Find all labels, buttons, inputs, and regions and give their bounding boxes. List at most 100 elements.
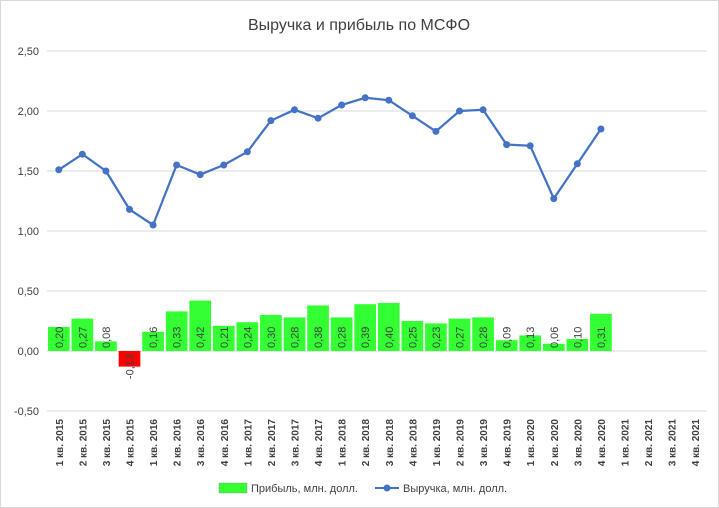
profit-bar <box>425 323 447 351</box>
y-tick-label: -0,50 <box>14 406 39 418</box>
x-tick-label: 3 кв. 2021 <box>668 419 679 467</box>
profit-data-label: 0,08 <box>101 327 113 348</box>
revenue-point <box>173 161 181 169</box>
profit-bar <box>448 318 471 351</box>
x-tick-label: 1 кв. 2021 <box>621 419 632 467</box>
profit-data-label: 0,21 <box>219 327 231 348</box>
x-tick-label: 3 кв. 2019 <box>479 419 490 467</box>
profit-data-label: 0,33 <box>172 327 184 348</box>
profit-bar <box>71 318 94 351</box>
revenue-point <box>338 101 346 109</box>
revenue-point <box>291 106 298 114</box>
profit-bar <box>165 311 188 351</box>
y-tick-label: 2,50 <box>18 46 39 58</box>
profit-data-label: 0,24 <box>242 327 254 348</box>
profit-data-label: 0,30 <box>266 327 278 348</box>
y-tick-label: 0,00 <box>18 346 39 358</box>
profit-bar <box>542 343 565 351</box>
x-tick-label: 2 кв. 2016 <box>173 419 184 467</box>
revenue-point <box>573 160 581 168</box>
revenue-point <box>55 166 63 174</box>
profit-data-label: 0,40 <box>384 327 396 348</box>
profit-data-label: 0,06 <box>549 327 561 348</box>
x-tick-label: 2 кв. 2015 <box>78 419 89 467</box>
x-tick-label: 1 кв. 2016 <box>149 419 160 467</box>
x-tick-label: 3 кв. 2017 <box>291 419 302 467</box>
profit-data-label: 0,09 <box>502 327 514 348</box>
profit-bar <box>118 351 141 367</box>
legend-bar-swatch <box>218 482 248 494</box>
x-tick-label: 1 кв. 2019 <box>432 419 443 467</box>
profit-bar <box>330 317 353 351</box>
legend-line-marker <box>383 484 391 492</box>
x-tick-label: 4 кв. 2021 <box>691 419 702 467</box>
profit-data-label: 0,28 <box>337 327 349 348</box>
profit-bar <box>236 322 259 351</box>
x-tick-label: 2 кв. 2020 <box>550 419 561 467</box>
x-tick-label: 4 кв. 2020 <box>597 419 608 467</box>
profit-bar <box>401 321 424 351</box>
profit-bar <box>260 315 282 351</box>
profit-data-label: 0,42 <box>195 327 207 348</box>
profit-data-label: 0,28 <box>478 327 490 348</box>
x-tick-label: 4 кв. 2017 <box>314 419 325 467</box>
x-tick-label: 1 кв. 2017 <box>243 419 254 467</box>
profit-data-label: 0,39 <box>360 327 372 348</box>
chart-title: Выручка и прибыль по МСФО <box>248 17 470 34</box>
profit-bar <box>212 325 235 351</box>
profit-data-label: 0,27 <box>455 327 467 348</box>
profit-data-label: 0,16 <box>148 327 160 348</box>
revenue-point <box>126 205 133 213</box>
revenue-point <box>102 167 110 175</box>
x-tick-label: 4 кв. 2018 <box>408 419 419 467</box>
x-tick-label: 4 кв. 2015 <box>126 419 137 467</box>
profit-data-label: 0,13 <box>525 327 537 348</box>
profit-data-label: 0,27 <box>77 327 89 348</box>
profit-bar <box>354 304 377 351</box>
revenue-point <box>526 142 534 150</box>
revenue-point <box>220 161 228 169</box>
profit-bar <box>495 340 518 351</box>
revenue-point <box>432 127 440 135</box>
profit-bar <box>283 317 306 351</box>
x-tick-label: 2 кв. 2021 <box>644 419 655 467</box>
revenue-point <box>267 117 275 125</box>
revenue-point <box>196 171 204 179</box>
profit-data-label: 0,28 <box>290 327 302 348</box>
profit-data-label: -0,13 <box>125 354 137 379</box>
profit-bar <box>377 303 400 351</box>
axis-layer: -0,50 0,00 0,50 1,00 1,50 2,00 2,50 1 кв. 2015 2… <box>14 46 702 466</box>
legend-line-label: Выручка, млн. долл. <box>403 483 507 495</box>
profit-bar <box>566 339 589 351</box>
revenue-line <box>58 96 602 227</box>
profit-bar <box>472 317 494 351</box>
revenue-point <box>597 125 605 133</box>
x-tick-label: 2 кв. 2017 <box>267 419 278 467</box>
revenue-point <box>456 107 463 115</box>
revenue-point <box>78 150 86 158</box>
x-tick-label: 2 кв. 2019 <box>456 419 467 467</box>
profit-bar <box>307 305 329 351</box>
y-tick-label: 1,00 <box>18 226 39 238</box>
x-tick-label: 3 кв. 2018 <box>385 419 396 467</box>
x-tick-label: 1 кв. 2020 <box>526 419 537 467</box>
bar-layer: 0,20 0,27 0,08 -0,13 0,16 0,33 0,42 0,21 0,24 0,3… <box>47 300 612 379</box>
x-tick-label: 3 кв. 2016 <box>196 419 207 467</box>
x-tick-label: 3 кв. 2020 <box>573 419 584 467</box>
profit-bar <box>189 300 212 351</box>
legend: Прибыль, млн. долл. Выручка, млн. долл. <box>218 482 507 495</box>
revenue-point <box>408 112 416 120</box>
legend-bar-label: Прибыль, млн. долл. <box>251 483 358 495</box>
y-tick-label: 2,00 <box>18 106 39 118</box>
profit-data-label: 0,23 <box>431 327 443 348</box>
profit-data-label: 0,10 <box>572 327 584 348</box>
profit-bar <box>47 327 70 351</box>
profit-data-label: 0,31 <box>596 327 608 348</box>
revenue-point <box>314 114 322 122</box>
revenue-point <box>243 148 251 156</box>
x-tick-label: 1 кв. 2015 <box>55 419 66 467</box>
profit-data-label: 0,38 <box>313 327 325 348</box>
profit-bar <box>519 335 542 351</box>
